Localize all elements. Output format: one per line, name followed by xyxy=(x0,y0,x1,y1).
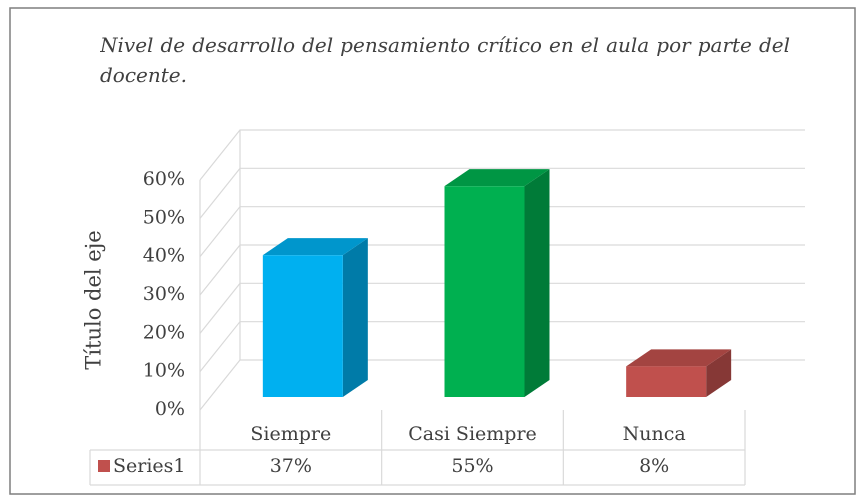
y-tick-label: 20% xyxy=(143,321,185,343)
data-label: 55% xyxy=(451,455,493,477)
x-tick-label: Casi Siempre xyxy=(408,423,537,445)
bar-top xyxy=(444,169,550,187)
y-tick-label: 10% xyxy=(143,360,185,382)
bar-top xyxy=(626,349,732,367)
title-box: Nivel de desarrollo del pensamiento crít… xyxy=(100,33,790,87)
chart-frame xyxy=(9,7,856,495)
legend-key xyxy=(98,460,110,472)
bar xyxy=(444,186,525,397)
y-tick-label: 50% xyxy=(143,206,185,228)
y-tick-label: 40% xyxy=(143,245,185,267)
bar-side xyxy=(706,349,732,397)
y-tick-label: 60% xyxy=(143,168,185,190)
x-tick-label: Nunca xyxy=(623,423,686,445)
y-tick-label: 0% xyxy=(155,398,185,420)
data-label: 37% xyxy=(270,455,312,477)
bar xyxy=(626,366,707,397)
data-label: 8% xyxy=(639,455,669,477)
chart-title: Nivel de desarrollo del pensamiento crít… xyxy=(100,33,790,87)
bar-top xyxy=(262,238,368,256)
y-axis-title: Título del eje xyxy=(82,230,106,369)
x-tick-label: Siempre xyxy=(250,423,331,445)
legend-label: Series1 xyxy=(113,455,186,477)
bar-side xyxy=(524,169,550,397)
bar-side xyxy=(342,238,368,397)
bar xyxy=(262,255,343,397)
y-tick-label: 30% xyxy=(143,283,185,305)
